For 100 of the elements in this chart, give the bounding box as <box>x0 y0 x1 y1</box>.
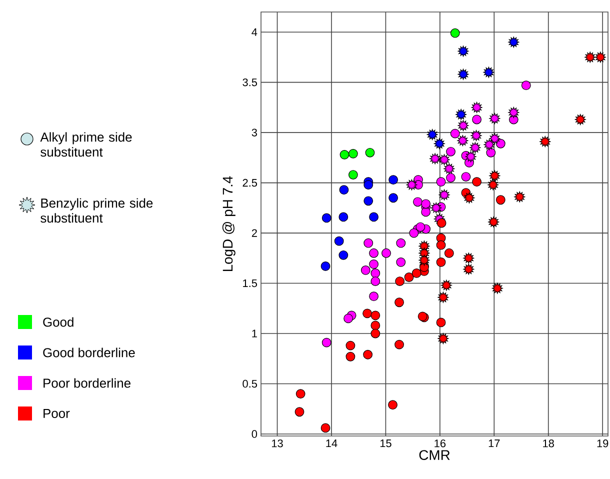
point <box>450 28 460 38</box>
y-tick-label: 2 <box>252 229 257 237</box>
point <box>470 130 482 142</box>
point <box>436 257 446 267</box>
point <box>461 172 471 182</box>
point <box>508 36 520 48</box>
point <box>456 108 467 120</box>
point <box>344 314 353 324</box>
point <box>396 257 406 267</box>
point <box>346 340 356 350</box>
text: Alkyl prime side substituent <box>40 132 132 157</box>
point <box>338 212 348 222</box>
point <box>472 177 482 186</box>
point <box>421 199 431 209</box>
point <box>458 120 469 132</box>
point <box>450 128 460 138</box>
point <box>436 240 446 250</box>
point <box>446 173 456 182</box>
point <box>370 320 380 330</box>
point <box>458 46 469 57</box>
x-tick-label: 15 <box>380 440 392 448</box>
point <box>463 264 474 275</box>
point <box>322 213 332 223</box>
point <box>395 276 405 286</box>
point <box>346 352 356 362</box>
point <box>369 259 378 269</box>
point <box>418 254 430 266</box>
point <box>484 139 495 150</box>
y-tick-label: 0.5 <box>242 380 258 388</box>
point <box>436 318 446 328</box>
point <box>412 268 422 278</box>
point <box>457 135 468 146</box>
point <box>369 248 378 258</box>
point <box>370 276 380 286</box>
point <box>348 148 358 158</box>
legend-label: Good <box>43 317 74 327</box>
point <box>363 350 373 360</box>
point <box>444 248 454 258</box>
point <box>492 282 503 294</box>
point <box>444 163 455 174</box>
point <box>464 192 475 204</box>
point <box>458 68 469 80</box>
point <box>370 310 380 320</box>
point <box>488 179 499 190</box>
legend-label: Poor <box>44 408 70 418</box>
legend-label: Poor borderline <box>44 378 130 388</box>
point <box>486 148 496 158</box>
point <box>488 216 500 228</box>
point <box>489 170 500 182</box>
point <box>388 400 398 410</box>
point <box>394 298 404 308</box>
point <box>320 261 330 271</box>
point <box>489 133 500 144</box>
point <box>362 308 372 318</box>
y-tick-label: 1.5 <box>243 279 258 288</box>
point <box>369 292 378 302</box>
point <box>496 195 506 205</box>
point <box>394 340 404 350</box>
y-tick-label: 3.5 <box>242 78 258 86</box>
point <box>496 138 506 148</box>
point <box>338 250 348 260</box>
point <box>483 66 494 78</box>
point <box>364 180 374 190</box>
y-tick-label: 2.5 <box>242 178 258 187</box>
point <box>360 266 370 275</box>
point <box>463 252 474 264</box>
legend-label: Good borderline <box>43 348 135 358</box>
point <box>421 207 431 217</box>
point <box>404 272 414 282</box>
point <box>340 150 350 160</box>
point <box>514 191 526 202</box>
y-tick-label: 3 <box>252 128 257 136</box>
point <box>436 177 446 186</box>
point <box>594 52 606 63</box>
point <box>489 113 500 124</box>
point <box>472 114 482 124</box>
point <box>574 114 586 126</box>
x-tick-label: 14 <box>326 440 338 448</box>
point <box>465 151 476 162</box>
y-tick-label: 0 <box>252 430 258 438</box>
point <box>412 197 422 207</box>
x-tick-label: 18 <box>543 440 554 448</box>
x-tick-label: 13 <box>272 440 283 448</box>
x-axis-title: CMR <box>419 450 450 460</box>
point <box>370 328 380 338</box>
point <box>370 268 380 278</box>
y-axis-title: LogD @ pH 7.4 <box>222 176 236 272</box>
point <box>382 248 391 258</box>
point <box>334 236 344 246</box>
point <box>434 138 445 150</box>
point <box>540 136 551 148</box>
point <box>436 218 446 228</box>
point <box>438 292 449 303</box>
point <box>365 148 375 158</box>
point <box>416 222 426 232</box>
point <box>438 333 449 344</box>
point <box>396 238 406 248</box>
point <box>426 129 438 140</box>
point <box>438 154 450 166</box>
point <box>430 153 441 164</box>
